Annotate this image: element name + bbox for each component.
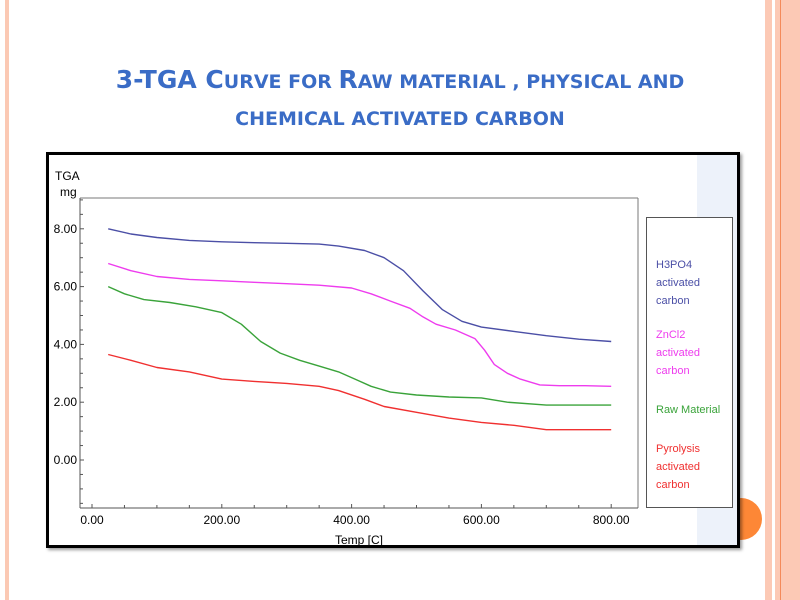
series-line-raw-material [107,285,612,406]
x-ticks: 0.00 200.00 400.00 600.00 800.00 [80,504,630,527]
y-ticks: 0.00 2.00 4.00 6.00 8.00 [54,199,84,504]
title-part: R [338,65,358,94]
x-tick-label: 200.00 [203,513,240,527]
y-axis-label-line1: TGA [55,169,80,183]
slide-right-border-gap [772,0,775,600]
y-tick-label: 2.00 [54,395,78,409]
legend-entry-text: activated [656,347,701,359]
legend-entry-text: carbon [656,479,690,491]
y-tick-label: 0.00 [54,453,78,467]
slide-left-border [5,0,9,600]
legend-entry-text: ZnCl2 [656,329,686,341]
series-line-pyrolysis-activated-carbon [108,353,612,431]
legend-entry-text: H3PO4 [656,259,693,271]
y-tick-label: 8.00 [54,222,78,236]
x-tick-label: 400.00 [333,513,370,527]
title-part: URVE FOR [223,71,339,93]
series-line-h3po4-activated-carbon [108,228,612,343]
title-part: 3-TGA C [115,65,224,94]
slide-title: 3-TGA CURVE FOR RAW MATERIAL , PHYSICAL … [20,62,780,137]
legend-entry-text: activated [656,461,701,473]
chart-legend: H3PO4 activated carbon ZnCl2 activated carbon… [646,217,733,508]
x-tick-label: 0.00 [80,513,104,527]
series-line-zncl2-activated-carbon [107,262,612,387]
x-tick-label: 800.00 [593,513,630,527]
legend-entry: H3PO4 activated carbon [656,256,700,310]
legend-entry-text: Pyrolysis [656,443,701,455]
legend-entry: Raw Material [656,401,720,419]
y-tick-label: 6.00 [54,280,78,294]
x-axis-label: Temp [C] [335,533,383,547]
legend-entry-text: activated [656,277,701,289]
legend-entry: ZnCl2 activated carbon [656,326,700,380]
y-axis-label-line2: mg [60,185,77,199]
legend-entry-text: Raw Material [656,404,721,416]
legend-entry-text: carbon [656,295,690,307]
x-tick-label: 600.00 [463,513,500,527]
title-part: AW MATERIAL , PHYSICAL AND [357,71,685,93]
y-tick-label: 4.00 [54,337,78,351]
series-group [107,228,612,431]
slide-right-border [765,0,800,600]
legend-entry: Pyrolysis activated carbon [656,440,700,494]
slide-title-line1: 3-TGA CURVE FOR RAW MATERIAL , PHYSICAL … [20,62,780,101]
slide-right-border-line [780,0,781,600]
legend-entry-text: carbon [656,365,690,377]
slide-title-line2: CHEMICAL ACTIVATED CARBON [235,108,565,130]
